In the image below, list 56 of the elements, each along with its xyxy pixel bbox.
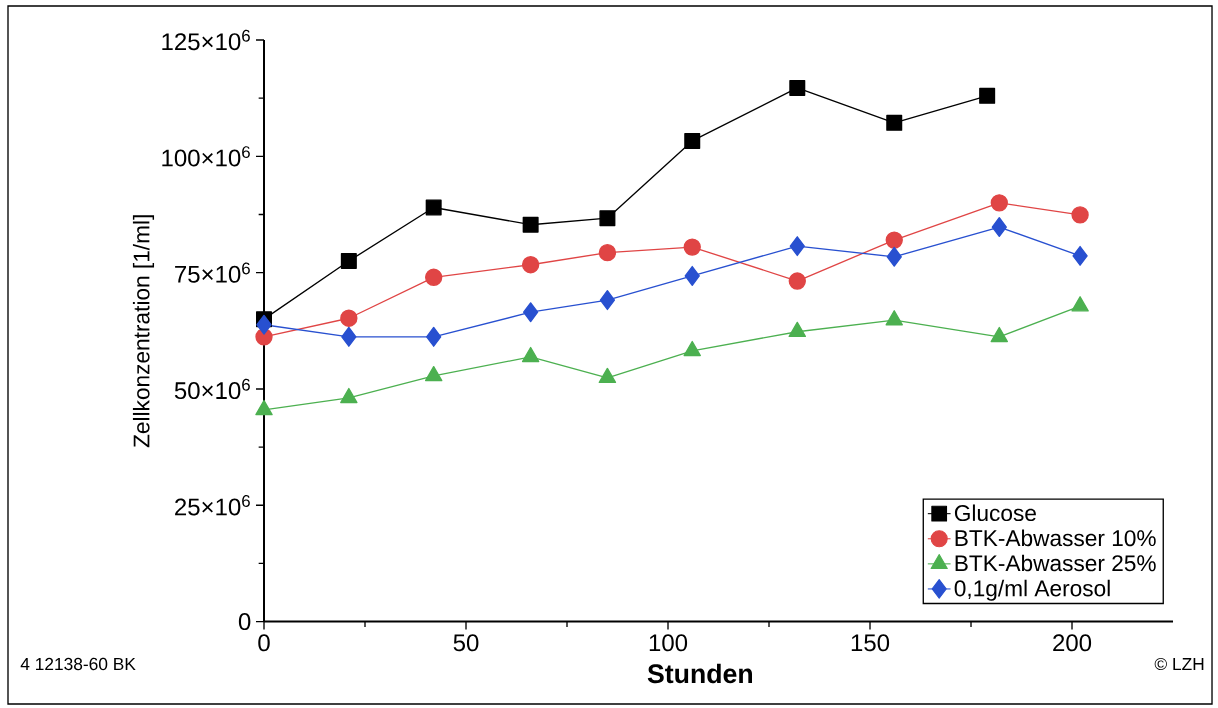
point	[885, 231, 903, 249]
point	[425, 268, 443, 286]
point	[424, 365, 443, 382]
x-tick-label: 0	[258, 634, 270, 652]
point	[340, 253, 357, 270]
legend-label: Glucose	[954, 504, 1036, 522]
y-tick-label: 25×10$^{6}$	[175, 495, 250, 516]
point	[425, 199, 442, 216]
y-tick-label: 100×10$^{6}$	[162, 146, 250, 167]
point	[599, 210, 616, 227]
point	[598, 367, 617, 384]
point	[886, 246, 902, 267]
y-axis-title: Zellkonzentration [1/ml]	[132, 215, 155, 448]
point	[1072, 245, 1088, 266]
y-tick-label: 50×10$^{6}$	[174, 378, 250, 400]
legend-label: BTK-Abwasser 25%	[955, 554, 1156, 572]
point	[426, 326, 442, 347]
point	[990, 326, 1009, 343]
point	[522, 302, 539, 323]
point	[684, 265, 700, 286]
point	[598, 243, 617, 262]
point	[522, 216, 539, 233]
point	[521, 346, 540, 363]
x-tick-label: 100	[649, 634, 688, 652]
x-axis-title: Stunden	[647, 663, 753, 684]
point	[255, 399, 273, 416]
point	[256, 314, 272, 335]
legend-label: BTK-Abwasser 10%	[955, 529, 1156, 547]
point	[1071, 206, 1089, 224]
point	[788, 321, 807, 338]
point	[885, 310, 903, 326]
text: © LZH	[1154, 657, 1204, 671]
x-tick-label: 50	[453, 634, 479, 652]
point	[990, 194, 1008, 212]
point	[789, 79, 806, 96]
point	[1071, 296, 1089, 312]
text: 4 12138-60 BK	[20, 657, 136, 671]
point	[340, 309, 358, 327]
point	[683, 340, 701, 357]
point	[788, 272, 806, 290]
point	[340, 387, 358, 404]
point	[886, 114, 903, 131]
point	[341, 326, 357, 347]
point	[789, 236, 805, 257]
y-tick-label: 0	[238, 613, 251, 631]
x-tick-label: 200	[1053, 634, 1092, 652]
y-tick-label: 125×10$^{6}$	[162, 29, 250, 51]
y-tick-label: 75×10$^{6}$	[175, 262, 250, 283]
point	[991, 217, 1007, 238]
point	[979, 87, 996, 104]
point	[683, 238, 701, 256]
legend-label: 0,1g/ml Aerosol	[954, 579, 1110, 601]
point	[599, 290, 616, 311]
point	[684, 132, 701, 149]
point	[521, 256, 540, 274]
x-tick-label: 150	[851, 634, 890, 652]
